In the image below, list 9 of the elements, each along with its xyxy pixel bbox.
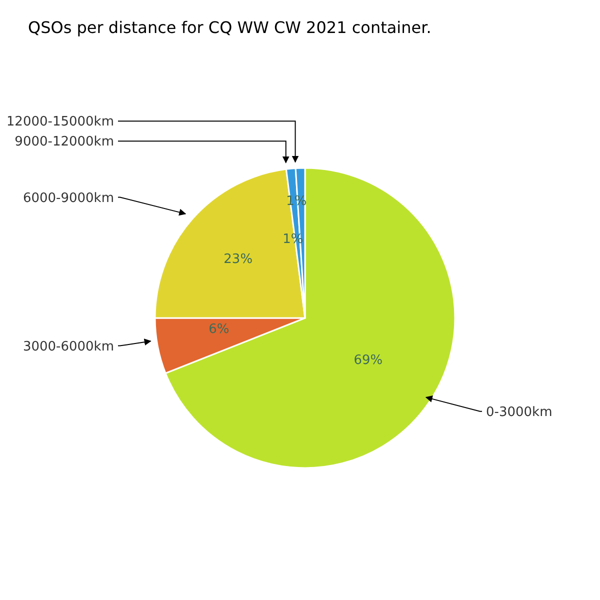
slice-label: 3000-6000km (22, 339, 114, 354)
chart-title: QSOs per distance for CQ WW CW 2021 container. (28, 18, 432, 37)
slice-label: 9000-12000km (14, 134, 114, 150)
data-label: 69% (354, 352, 383, 368)
slice-label: 12000-15000km (6, 114, 114, 130)
data-label: 6% (208, 322, 230, 338)
slice-label: 0-3000km (486, 404, 552, 420)
data-label: 23% (224, 252, 253, 267)
slice-label: 6000-9000km (22, 190, 114, 206)
